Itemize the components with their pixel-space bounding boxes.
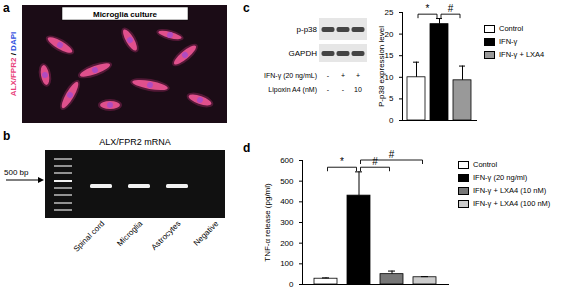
- svg-text:b: b: [3, 129, 10, 143]
- svg-text:10: 10: [384, 72, 394, 82]
- svg-text:600: 600: [280, 156, 294, 165]
- svg-text:0: 0: [289, 280, 294, 289]
- svg-text:15: 15: [384, 51, 394, 61]
- html-text:IFN-γ (20 ng/ml): IFN-γ (20 ng/ml): [473, 173, 528, 182]
- svg-text:#: #: [448, 4, 454, 14]
- svg-text:500: 500: [280, 177, 294, 186]
- svg-text:+: +: [341, 72, 345, 79]
- svg-text:a: a: [3, 1, 10, 15]
- svg-text:0: 0: [389, 116, 394, 125]
- svg-text:*: *: [340, 156, 344, 167]
- svg-text:*: *: [426, 4, 430, 14]
- svg-text:400: 400: [280, 197, 294, 206]
- svg-text:-: -: [327, 86, 330, 93]
- svg-text:P-p38 expression level: P-p38 expression level: [377, 26, 386, 107]
- svg-text:+: +: [356, 72, 360, 79]
- svg-text:10: 10: [354, 86, 362, 93]
- svg-text:c: c: [243, 1, 250, 15]
- svg-text:100: 100: [280, 259, 294, 268]
- svg-text:-: -: [327, 72, 330, 79]
- svg-text:p-p38: p-p38: [297, 25, 318, 34]
- svg-text:5: 5: [389, 94, 394, 103]
- html-text:IFN-γ + LXA4 (100 nM): IFN-γ + LXA4 (100 nM): [473, 199, 551, 208]
- svg-text:GAPDH: GAPDH: [289, 49, 318, 58]
- svg-text:ALX/FPR2 mRNA: ALX/FPR2 mRNA: [99, 137, 171, 147]
- svg-text:-: -: [342, 86, 345, 93]
- html-text:Control: Control: [499, 24, 524, 33]
- html-text:IFN-γ: IFN-γ: [499, 37, 518, 46]
- svg-text:IFN-γ (20 ng/mL): IFN-γ (20 ng/mL): [264, 72, 317, 80]
- svg-text:Microglia: Microglia: [115, 219, 144, 248]
- html-text:Control: Control: [473, 160, 498, 169]
- svg-text:20: 20: [384, 29, 394, 39]
- html-text:IFN-γ + LXA4: IFN-γ + LXA4: [499, 50, 545, 59]
- svg-text:Spinal cord: Spinal cord: [72, 219, 107, 254]
- svg-text:500 bp: 500 bp: [4, 168, 29, 177]
- svg-text:300: 300: [280, 218, 294, 227]
- svg-text:200: 200: [280, 239, 294, 248]
- svg-text:TNF-α release (pg/ml): TNF-α release (pg/ml): [263, 183, 272, 262]
- svg-text:ALX/FPR2 / DAPI: ALX/FPR2 / DAPI: [9, 32, 18, 96]
- svg-text:#: #: [389, 149, 395, 160]
- html-text:IFN-γ + LXA4 (10 nM): IFN-γ + LXA4 (10 nM): [473, 186, 547, 195]
- svg-text:Lipoxin A4 (nM): Lipoxin A4 (nM): [268, 86, 317, 94]
- svg-text:Astrocytes: Astrocytes: [150, 219, 183, 252]
- svg-text:#: #: [372, 156, 378, 167]
- svg-text:Microglia culture: Microglia culture: [93, 10, 158, 19]
- svg-text:Negative: Negative: [192, 219, 221, 248]
- svg-text:d: d: [243, 141, 250, 155]
- svg-text:25: 25: [385, 8, 394, 17]
